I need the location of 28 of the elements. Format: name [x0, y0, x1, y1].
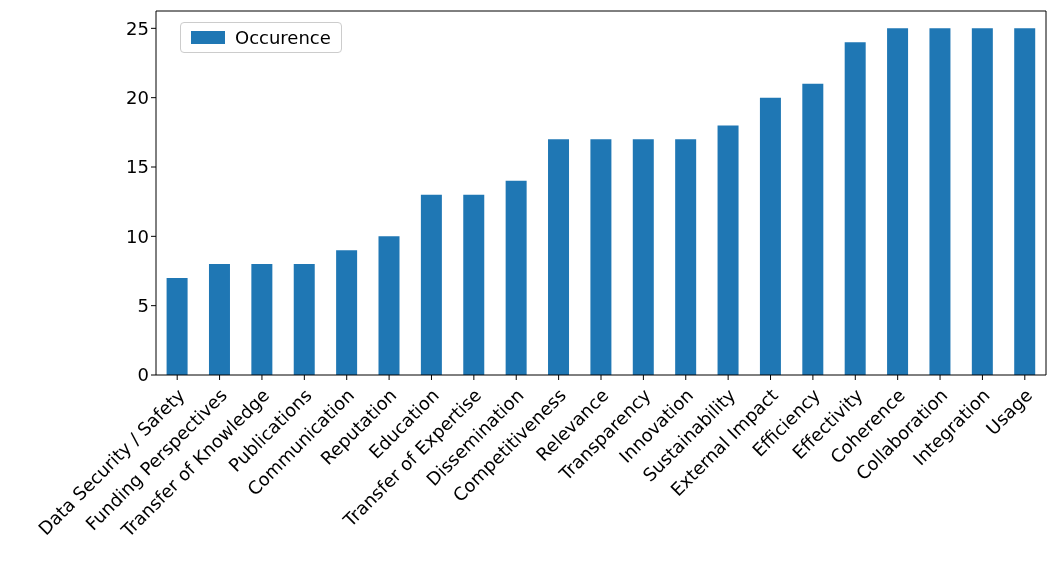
bar	[759, 97, 781, 375]
bar	[336, 250, 358, 375]
bar	[844, 42, 866, 375]
bar	[632, 139, 654, 375]
y-tick-label: 15	[126, 156, 149, 178]
bar	[293, 264, 315, 375]
bar	[505, 180, 527, 375]
legend-label: Occurence	[235, 27, 331, 48]
y-tick-label: 20	[126, 87, 149, 109]
bar	[1014, 28, 1036, 375]
bar	[929, 28, 951, 375]
bar	[378, 236, 400, 375]
y-tick-label: 0	[137, 364, 149, 386]
y-tick-label: 25	[126, 17, 149, 39]
bar	[887, 28, 909, 375]
bar	[251, 264, 273, 375]
bar	[675, 139, 697, 375]
bar	[971, 28, 993, 375]
bar	[590, 139, 612, 375]
bar	[463, 194, 485, 375]
bar	[802, 83, 824, 375]
bar	[420, 194, 442, 375]
bar	[208, 264, 230, 375]
bar	[166, 277, 188, 375]
bar	[717, 125, 739, 375]
y-tick-label: 5	[137, 295, 149, 317]
y-tick-label: 10	[126, 225, 149, 247]
bar	[548, 139, 570, 375]
